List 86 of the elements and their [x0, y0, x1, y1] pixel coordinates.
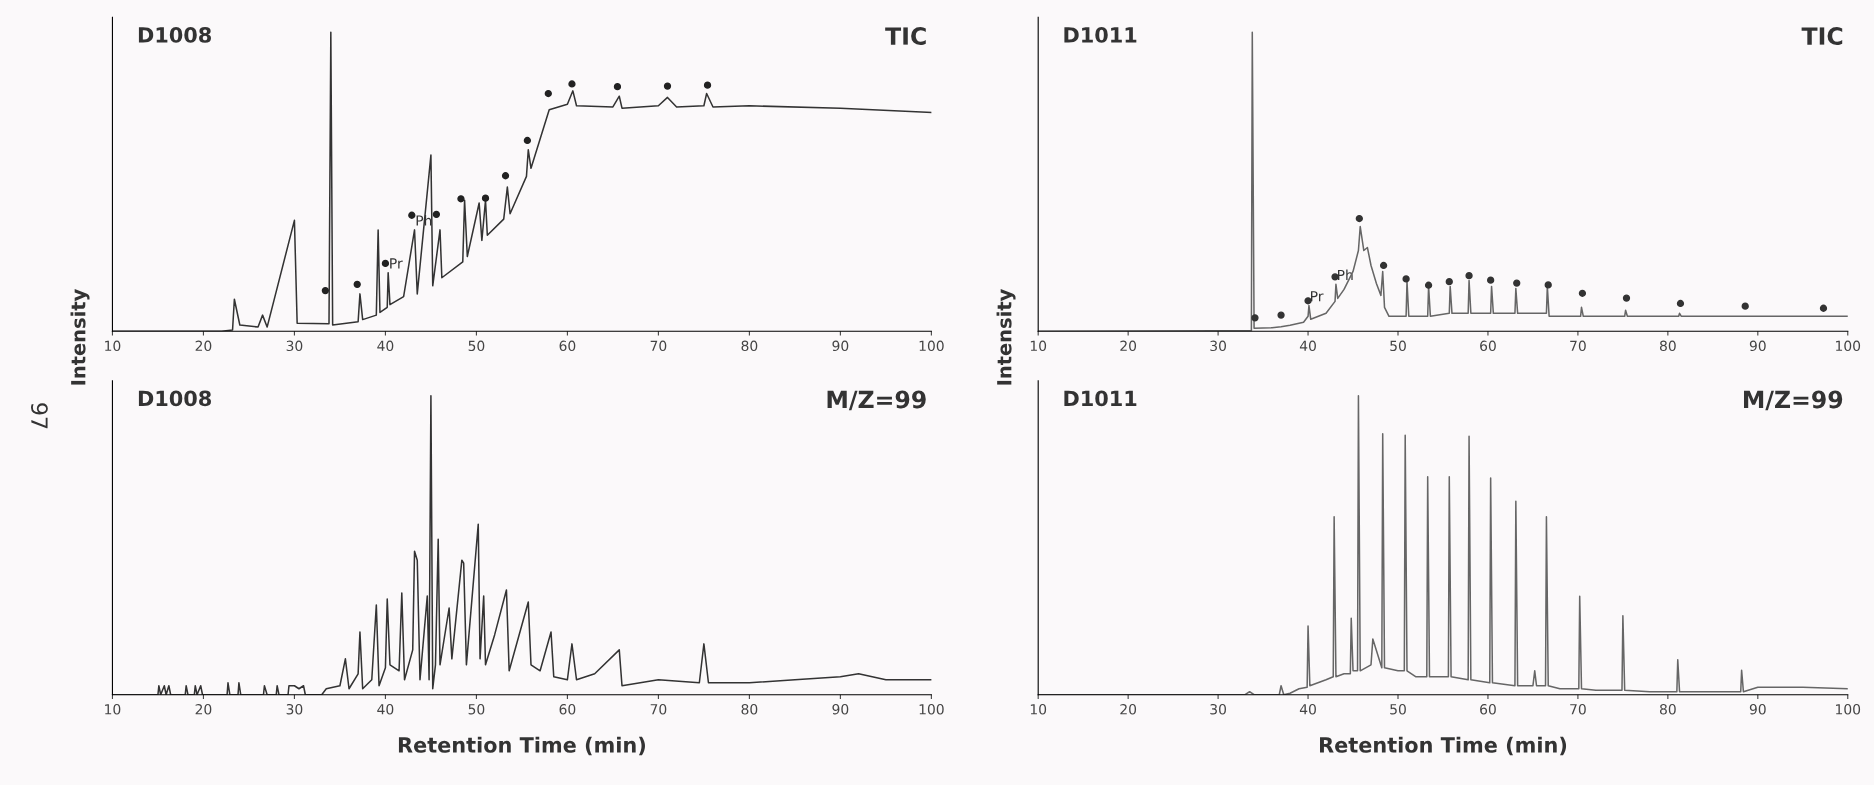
- x-tick-label: 100: [1836, 340, 1861, 352]
- x-tick-label: 70: [1570, 704, 1586, 715]
- point: [1277, 311, 1285, 319]
- point: [1251, 314, 1259, 322]
- x-tick-label: 20: [195, 340, 212, 352]
- chart-title: D1011: [1064, 27, 1137, 43]
- point: [523, 136, 532, 145]
- chart-subtitle: TIC: [885, 27, 926, 45]
- x-tick-label: 80: [741, 704, 758, 715]
- point: [381, 259, 390, 268]
- x-tick-label: 20: [1120, 704, 1137, 715]
- x-axis-title: Retention Time (min): [398, 736, 645, 756]
- annotation: Pr: [390, 258, 403, 269]
- x-tick-label: 40: [1299, 340, 1316, 352]
- x-tick-label: 30: [286, 340, 303, 352]
- chart-title: D1008: [138, 390, 211, 407]
- point: [481, 194, 490, 202]
- point: [544, 89, 552, 98]
- x-tick-label: 10: [105, 340, 121, 352]
- point: [1741, 302, 1749, 310]
- x-tick-label: 100: [919, 340, 944, 352]
- point: [457, 195, 465, 203]
- x-tick-label: 90: [1749, 704, 1766, 715]
- x-tick-label: 40: [1299, 704, 1316, 715]
- chart-subtitle: TIC: [1801, 27, 1843, 45]
- x-tick-label: 30: [286, 704, 303, 715]
- x-tick-label: 90: [1749, 340, 1766, 352]
- point: [703, 81, 712, 89]
- x-tick-label: 60: [1480, 340, 1496, 352]
- x-tick-label: 10: [105, 704, 121, 715]
- x-tick-label: 80: [1659, 704, 1676, 715]
- x-tick-label: 60: [1480, 704, 1496, 715]
- x-tick-label: 30: [1210, 340, 1227, 352]
- point: [501, 172, 510, 180]
- y-axis-title: Intensity: [996, 289, 1016, 385]
- x-tick-label: 90: [832, 340, 849, 352]
- x-tick-label: 60: [559, 704, 576, 715]
- x-tick-label: 70: [650, 340, 667, 352]
- x-tick-label: 80: [741, 340, 758, 352]
- chart-subtitle: M/Z=99: [1744, 390, 1843, 411]
- point: [1402, 275, 1410, 283]
- chart-subtitle: M/Z=99: [827, 390, 926, 411]
- point: [408, 211, 416, 219]
- point: [1379, 261, 1388, 270]
- y-axis-title: Intensity: [70, 289, 90, 385]
- point: [1819, 304, 1828, 312]
- point: [432, 210, 441, 218]
- x-tick-label: 80: [1659, 340, 1676, 352]
- x-tick-label: 60: [559, 340, 576, 352]
- x-tick-label: 40: [377, 340, 394, 352]
- point: [663, 82, 672, 90]
- point: [1622, 294, 1631, 302]
- x-tick-label: 40: [377, 704, 394, 715]
- point: [568, 80, 576, 88]
- x-tick-label: 50: [1390, 704, 1406, 715]
- x-tick-label: 100: [919, 704, 944, 715]
- annotation: Pr: [1311, 291, 1324, 302]
- point: [1676, 299, 1685, 308]
- point: [1513, 279, 1521, 287]
- x-tick-label: 50: [468, 704, 485, 715]
- point: [1544, 281, 1552, 289]
- x-tick-label: 10: [1030, 704, 1047, 715]
- point: [321, 286, 330, 295]
- point: [1578, 289, 1587, 297]
- x-tick-label: 50: [468, 340, 485, 352]
- x-tick-label: 90: [832, 704, 849, 715]
- x-tick-label: 30: [1210, 704, 1227, 715]
- point: [1424, 281, 1433, 289]
- point: [613, 83, 622, 91]
- chart-title: D1011: [1064, 390, 1137, 407]
- x-tick-label: 10: [1030, 340, 1047, 352]
- point: [1445, 277, 1453, 286]
- x-axis-title: Retention Time (min): [1320, 736, 1567, 756]
- point: [353, 280, 361, 288]
- point: [1304, 297, 1312, 305]
- x-tick-label: 20: [195, 704, 212, 715]
- x-tick-label: 50: [1390, 340, 1406, 352]
- point: [1465, 272, 1473, 280]
- x-tick-label: 20: [1120, 340, 1137, 352]
- x-tick-label: 70: [1570, 340, 1586, 352]
- x-tick-label: 70: [650, 704, 667, 715]
- chart-title: D1008: [138, 27, 211, 43]
- x-tick-label: 100: [1836, 704, 1861, 715]
- point: [1487, 276, 1495, 284]
- point: [1355, 214, 1363, 223]
- text: 97: [31, 403, 48, 429]
